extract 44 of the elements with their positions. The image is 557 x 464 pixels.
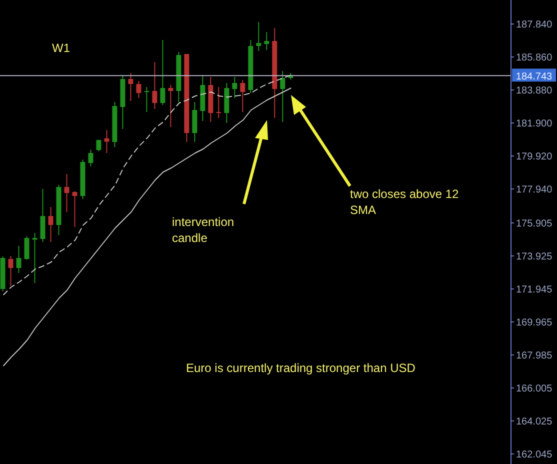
line-series — [2, 74, 292, 296]
y-tick-label: 181.900 — [516, 118, 553, 130]
candlestick — [40, 188, 46, 242]
candlestick — [264, 32, 270, 50]
y-tick-label: 187.840 — [516, 20, 553, 31]
candlestick — [88, 149, 94, 167]
candlestick — [136, 80, 142, 98]
annotation: Euro is currently trading stronger than USD — [186, 360, 416, 376]
candlestick — [168, 84, 174, 128]
ref-line-label: 184.743 — [516, 72, 553, 83]
candlestick — [96, 139, 102, 152]
candlestick — [24, 236, 30, 260]
y-tick-label: 177.940 — [516, 184, 553, 196]
y-tick-label: 173.925 — [516, 251, 553, 262]
candlestick — [144, 86, 150, 112]
y-tick-label: 171.945 — [516, 284, 553, 296]
candlestick — [216, 86, 222, 118]
annotation: W1 — [52, 40, 71, 56]
y-tick-label: 183.880 — [516, 86, 553, 97]
text: two closes above 12 SMA — [350, 186, 460, 218]
candlestick — [48, 206, 54, 242]
candlestick — [160, 40, 166, 106]
candlestick — [64, 174, 70, 212]
y-tick-label: 167.985 — [516, 350, 553, 362]
y-tick-label: 166.005 — [516, 383, 553, 394]
candlestick — [8, 256, 14, 286]
candlestick — [256, 22, 262, 52]
candlestick — [104, 130, 110, 154]
candlestick — [280, 70, 286, 122]
y-tick-label: 185.860 — [516, 52, 553, 64]
candlestick — [152, 62, 158, 110]
y-tick-label: 169.965 — [516, 317, 553, 328]
candlestick — [72, 190, 78, 228]
y-tick-label: 164.025 — [516, 416, 553, 428]
annotation: intervention candle — [172, 214, 236, 246]
candlestick — [32, 232, 38, 284]
y-tick-label: 175.905 — [516, 218, 553, 230]
candlestick — [16, 246, 22, 274]
candlestick — [232, 76, 238, 98]
candlestick — [192, 102, 198, 142]
y-tick-label: 179.920 — [516, 152, 553, 163]
candlestick — [240, 80, 246, 112]
candlestick — [128, 72, 134, 102]
y-tick-label: 162.045 — [516, 449, 553, 460]
